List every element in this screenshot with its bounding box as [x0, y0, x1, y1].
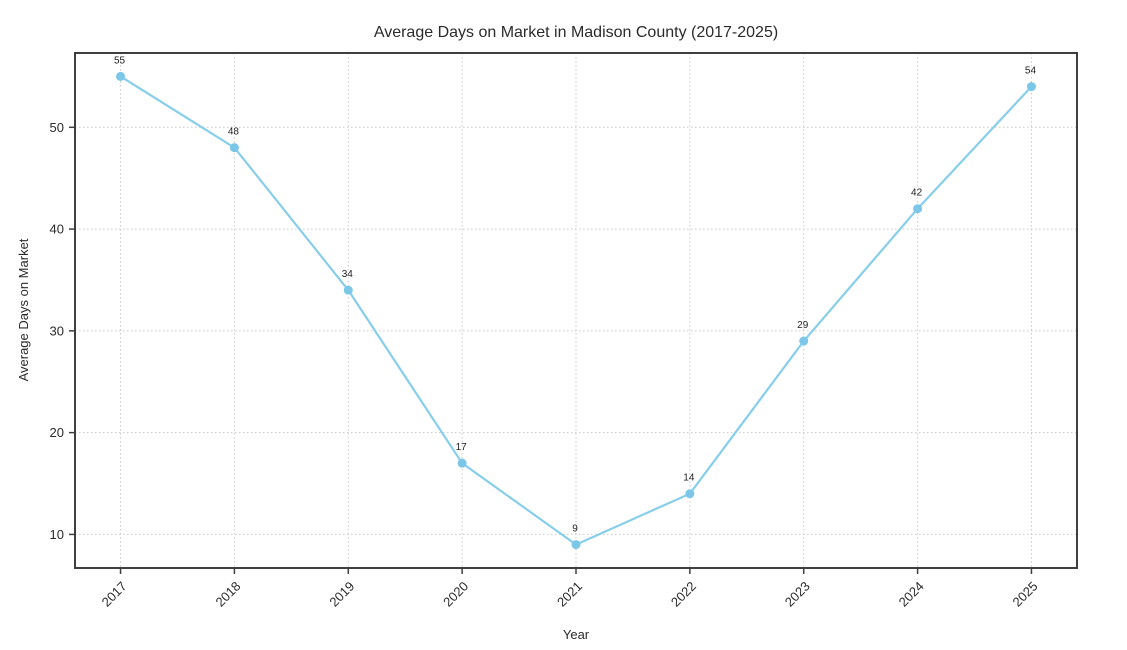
data-point-label: 34	[342, 269, 354, 280]
x-tick-label: 2021	[554, 579, 585, 610]
x-tick-label: 2019	[326, 579, 357, 610]
x-tick-label: 2018	[212, 579, 243, 610]
x-tick-label: 2025	[1010, 579, 1041, 610]
data-point-label: 14	[683, 473, 695, 484]
data-point-marker	[229, 143, 239, 153]
x-tick-label: 2017	[99, 579, 130, 610]
y-tick-label: 30	[50, 323, 64, 338]
data-point-marker	[1026, 82, 1036, 92]
data-point-marker	[799, 336, 809, 346]
x-tick-label: 2023	[782, 579, 813, 610]
y-tick-label: 10	[50, 527, 64, 542]
data-point-label: 55	[114, 55, 126, 66]
data-point-marker	[457, 458, 467, 468]
data-point-marker	[343, 285, 353, 295]
y-tick-label: 40	[50, 222, 64, 237]
data-point-label: 29	[797, 320, 809, 331]
x-tick-label: 2024	[896, 579, 927, 610]
y-tick-label: 50	[50, 120, 64, 135]
data-point-label: 42	[911, 188, 923, 199]
grid-layer	[75, 53, 1077, 568]
data-point-label: 48	[228, 127, 240, 138]
x-tick-label: 2020	[440, 579, 471, 610]
y-axis-label: Average Days on Market	[16, 238, 31, 381]
data-series-layer	[116, 71, 1036, 550]
chart-title: Average Days on Market in Madison County…	[374, 24, 778, 41]
x-axis-label: Year	[563, 627, 590, 642]
data-point-label: 9	[572, 524, 578, 535]
y-tick-label: 20	[50, 425, 64, 440]
data-point-label: 54	[1025, 66, 1037, 77]
data-point-marker	[571, 540, 581, 550]
data-point-label: 17	[456, 442, 468, 453]
axes-layer	[69, 52, 1078, 574]
data-point-marker	[685, 489, 695, 499]
data-point-marker	[913, 204, 923, 214]
x-tick-label: 2022	[668, 579, 699, 610]
data-point-marker	[116, 71, 126, 81]
labels-layer: 2017 2018 2019 2020 2021 2022 2023 2024 20251020…	[50, 55, 1041, 609]
